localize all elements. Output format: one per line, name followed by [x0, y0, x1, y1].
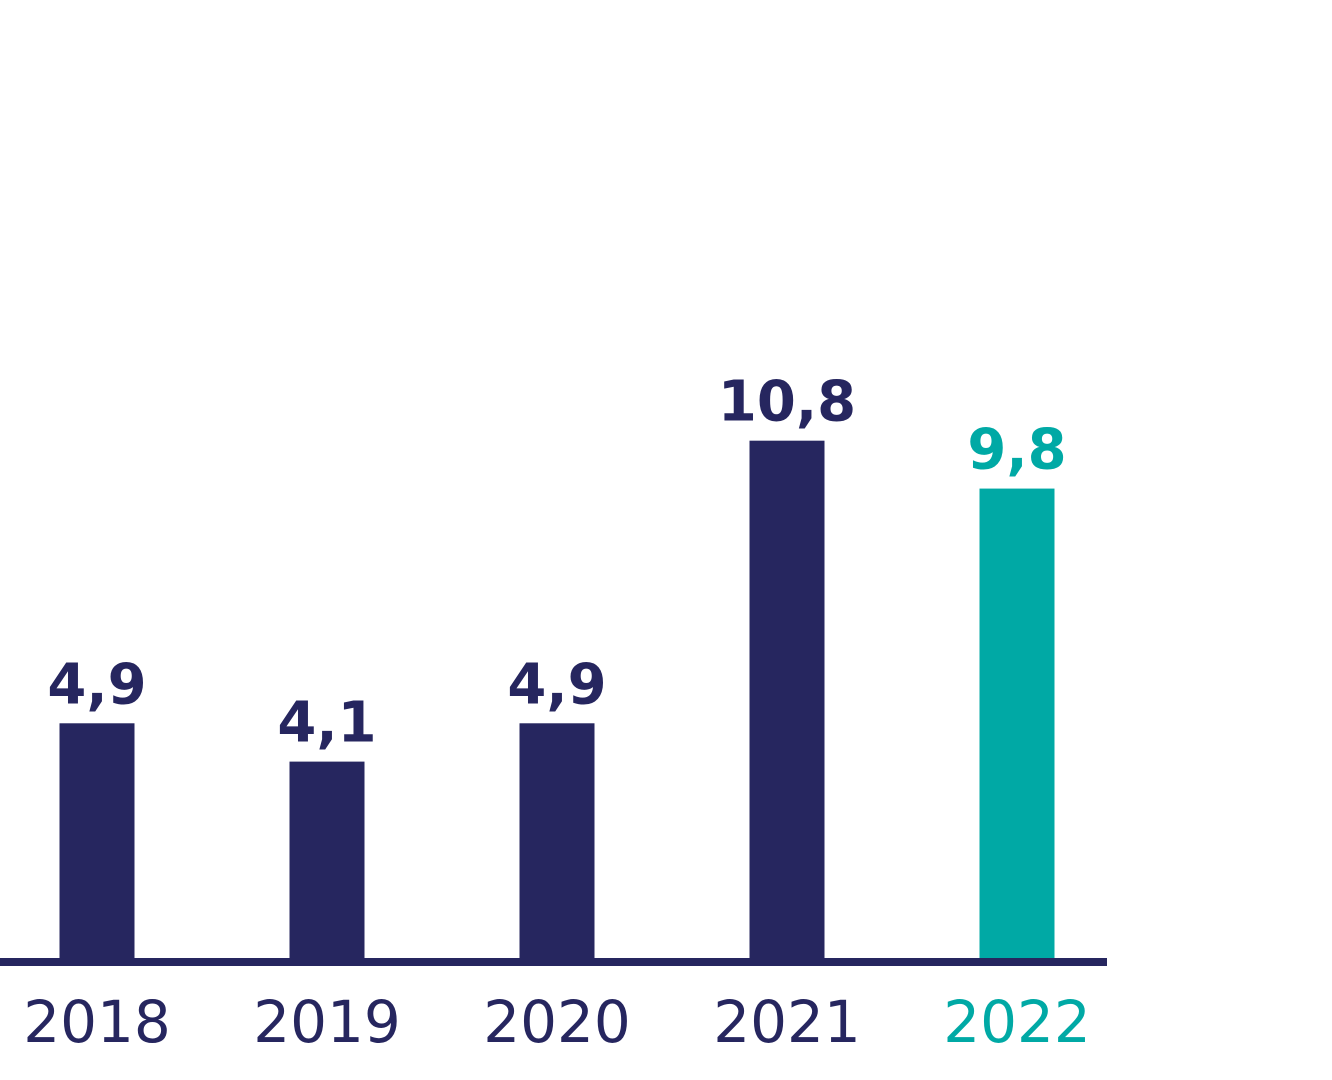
x-tick-label-2021: 2021 — [713, 988, 861, 1056]
value-label-2021: 10,8 — [718, 370, 856, 435]
x-tick-label-2022: 2022 — [943, 988, 1091, 1056]
value-label-2018: 4,9 — [47, 652, 146, 717]
bar-2020 — [519, 723, 595, 958]
bar-2018 — [59, 723, 135, 958]
x-tick-label-2018: 2018 — [23, 988, 171, 1056]
value-label-2022: 9,8 — [967, 418, 1066, 483]
bar-2019 — [289, 761, 365, 958]
value-labels-group: 4,9 4,1 4,9 10,8 9,8 — [47, 370, 1066, 756]
bar-2021 — [749, 440, 825, 958]
value-label-2020: 4,9 — [507, 652, 606, 717]
tick-labels-group: 2018 2019 2020 2021 2022 — [23, 988, 1091, 1056]
value-label-2019: 4,1 — [277, 691, 376, 756]
bars-group — [59, 440, 1055, 958]
bar-2022 — [979, 488, 1055, 958]
x-tick-label-2020: 2020 — [483, 988, 631, 1056]
x-tick-label-2019: 2019 — [253, 988, 401, 1056]
